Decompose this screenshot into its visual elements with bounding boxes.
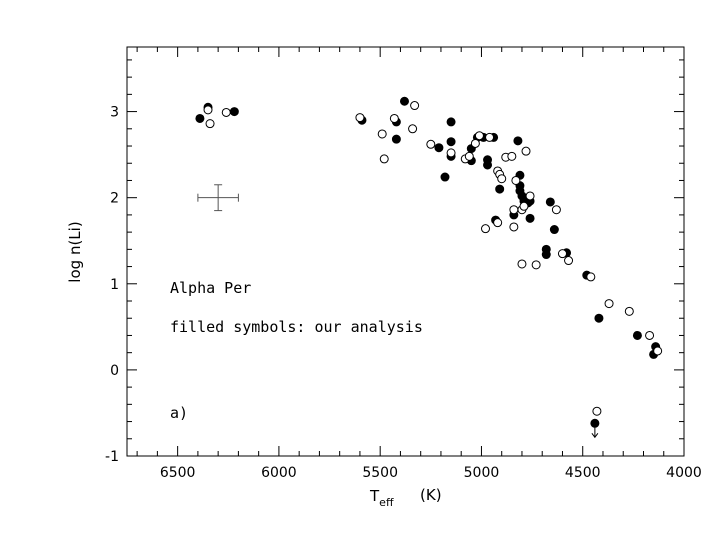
legend-note: filled symbols: our analysis bbox=[170, 318, 423, 336]
x-axis-label: Teff bbox=[369, 487, 394, 509]
filled-point bbox=[545, 197, 555, 207]
filled-point bbox=[446, 117, 456, 127]
y-axis-label: log n(Li) bbox=[66, 221, 84, 282]
y-tick-label: 2 bbox=[110, 191, 119, 207]
cluster-label: Alpha Per bbox=[170, 279, 251, 297]
open-point bbox=[426, 139, 436, 149]
x-axis-label-main: T bbox=[369, 487, 380, 505]
open-point bbox=[551, 205, 561, 215]
tick-labels: 6500 6000 5500 5000 4500 4000 -1 0 1 2 3 bbox=[105, 105, 702, 481]
open-point bbox=[377, 129, 387, 139]
y-tick-label: 3 bbox=[110, 105, 119, 121]
y-tick-label: 0 bbox=[110, 363, 119, 379]
open-point bbox=[464, 151, 474, 161]
filled-point bbox=[391, 134, 401, 144]
open-point bbox=[497, 174, 507, 184]
error-bar bbox=[197, 184, 239, 212]
open-point bbox=[470, 138, 480, 148]
open-point bbox=[557, 249, 567, 259]
y-tick-label: 1 bbox=[110, 277, 119, 293]
x-tick-label: 5000 bbox=[464, 465, 500, 481]
open-point bbox=[389, 113, 399, 123]
x-axis-label-subscript: eff bbox=[379, 496, 394, 509]
open-point bbox=[509, 222, 519, 232]
data-points bbox=[195, 96, 663, 439]
open-point bbox=[525, 191, 535, 201]
open-point bbox=[221, 107, 231, 117]
open-point bbox=[408, 124, 418, 134]
open-point bbox=[604, 299, 614, 309]
filled-point bbox=[525, 213, 535, 223]
filled-point bbox=[229, 107, 239, 117]
open-point bbox=[485, 132, 495, 142]
open-point bbox=[521, 146, 531, 156]
open-point bbox=[509, 205, 519, 215]
filled-point bbox=[513, 136, 523, 146]
open-point bbox=[564, 256, 574, 266]
open-point bbox=[203, 105, 213, 115]
filled-point bbox=[590, 418, 600, 428]
panel-label: a) bbox=[170, 404, 188, 422]
x-tick-label: 5500 bbox=[362, 465, 398, 481]
filled-point bbox=[594, 313, 604, 323]
open-point bbox=[586, 272, 596, 282]
filled-point bbox=[549, 225, 559, 235]
plot-frame bbox=[126, 46, 685, 457]
x-tick-label: 4500 bbox=[565, 465, 601, 481]
filled-point bbox=[446, 137, 456, 147]
filled-point bbox=[483, 160, 493, 170]
open-point bbox=[474, 131, 484, 141]
filled-point bbox=[434, 143, 444, 153]
open-point bbox=[511, 175, 521, 185]
y-tick-label: -1 bbox=[105, 449, 119, 465]
open-point bbox=[531, 260, 541, 270]
filled-point bbox=[632, 330, 642, 340]
filled-point bbox=[440, 172, 450, 182]
open-point bbox=[592, 406, 602, 416]
filled-point bbox=[541, 250, 551, 260]
open-point bbox=[493, 218, 503, 228]
open-point bbox=[355, 113, 365, 123]
filled-point bbox=[399, 96, 409, 106]
open-point bbox=[653, 346, 663, 356]
axis-ticks bbox=[127, 47, 685, 457]
open-point bbox=[379, 154, 389, 164]
filled-point bbox=[195, 113, 205, 123]
filled-point bbox=[495, 184, 505, 194]
upper-limit-arrow-head bbox=[591, 432, 599, 439]
open-point bbox=[507, 151, 517, 161]
open-point bbox=[517, 259, 527, 269]
open-point bbox=[645, 330, 655, 340]
open-point bbox=[519, 201, 529, 211]
open-point bbox=[481, 224, 491, 234]
open-point bbox=[410, 101, 420, 111]
open-point bbox=[205, 119, 215, 129]
open-point bbox=[624, 306, 634, 316]
x-tick-label: 4000 bbox=[666, 465, 702, 481]
x-tick-label: 6500 bbox=[160, 465, 196, 481]
x-tick-label: 6000 bbox=[261, 465, 297, 481]
x-axis-unit-label: (K) bbox=[420, 486, 442, 504]
open-point bbox=[446, 148, 456, 158]
